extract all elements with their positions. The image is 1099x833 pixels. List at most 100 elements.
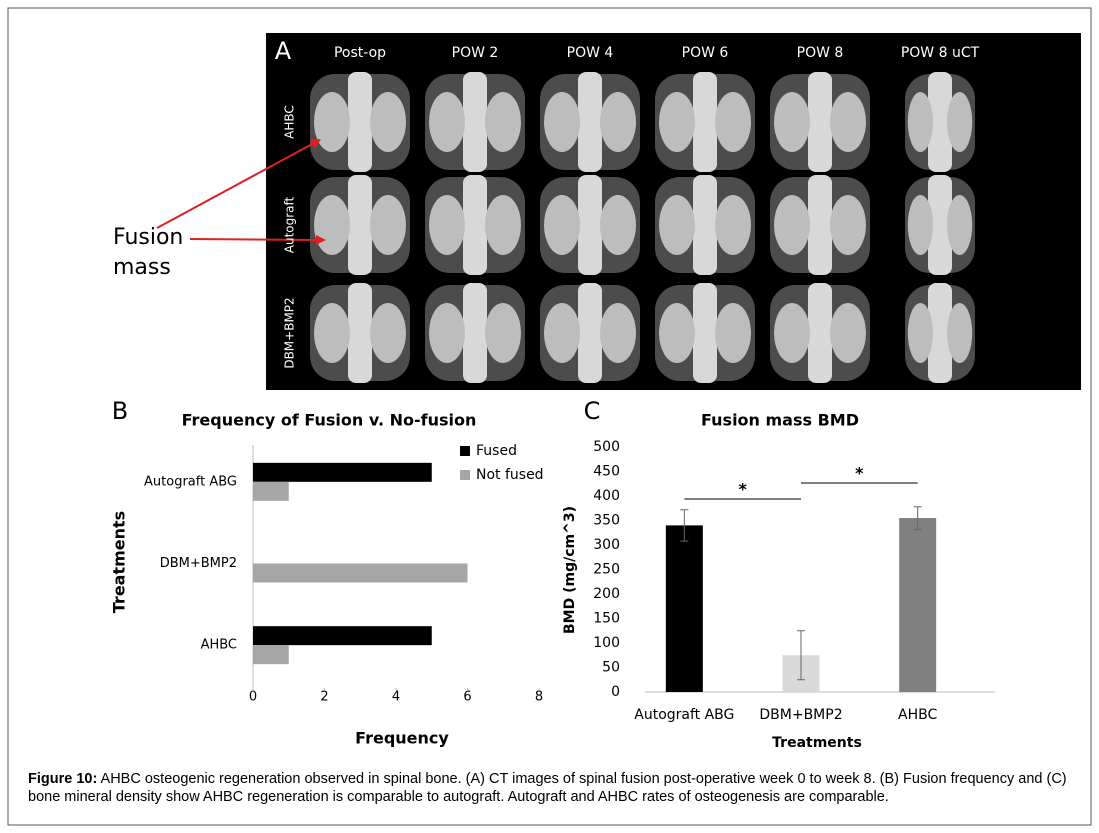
vertebra — [907, 303, 934, 363]
vertebra — [830, 92, 866, 152]
vertebra — [544, 195, 580, 255]
vertebra — [600, 195, 636, 255]
error-bar — [680, 509, 689, 542]
y-tick-label: 100 — [593, 635, 620, 651]
vertebra — [485, 195, 521, 255]
y-axis-label: BMD (mg/cm^3) — [562, 506, 578, 634]
bar — [665, 525, 703, 692]
spine — [578, 72, 602, 172]
error-bar — [797, 630, 805, 681]
vertebra — [774, 303, 810, 363]
vertebra — [907, 92, 934, 152]
annotation-line: mass — [113, 255, 171, 280]
y-axis-label: Treatments — [110, 511, 129, 613]
vertebra — [947, 92, 973, 152]
vertebra — [485, 92, 521, 152]
vertebra — [370, 195, 406, 255]
legend-swatch — [460, 446, 470, 456]
x-tick-label: 2 — [320, 690, 328, 705]
vertebra — [429, 195, 465, 255]
x-tick-label: 8 — [535, 690, 543, 705]
spine — [693, 72, 717, 172]
spine — [348, 283, 372, 383]
bar — [253, 481, 289, 501]
panel-label: A — [275, 37, 292, 65]
vertebra — [907, 195, 934, 255]
column-header: POW 6 — [682, 45, 729, 61]
y-tick-label: AHBC — [201, 638, 237, 653]
y-tick-label: DBM+BMP2 — [160, 556, 237, 571]
legend-label: Not fused — [476, 467, 544, 483]
row-label: AHBC — [283, 105, 297, 139]
vertebra — [947, 195, 973, 255]
panel-label: B — [112, 397, 128, 425]
ct-grid — [310, 72, 975, 383]
spine — [693, 175, 717, 275]
vertebra — [774, 195, 810, 255]
vertebra — [485, 303, 521, 363]
y-tick-label: 150 — [593, 611, 620, 627]
vertebra — [544, 303, 580, 363]
spine — [463, 175, 487, 275]
vertebra — [314, 92, 350, 152]
spine — [808, 283, 832, 383]
x-tick-label: 6 — [463, 690, 471, 705]
x-tick-label: 4 — [392, 690, 400, 705]
vertebra — [659, 92, 695, 152]
caption: Figure 10: AHBC osteogenic regeneration … — [28, 770, 1078, 806]
bar — [253, 563, 468, 583]
x-tick-label: AHBC — [898, 707, 937, 723]
y-tick-label: 500 — [593, 439, 620, 455]
vertebra — [600, 92, 636, 152]
arrow-head — [310, 139, 321, 149]
vertebra — [715, 303, 751, 363]
arrows — [156, 139, 326, 245]
column-header: POW 2 — [452, 45, 499, 61]
y-tick-label: 350 — [593, 513, 620, 529]
x-axis-label: Frequency — [355, 729, 449, 748]
vertebra — [314, 195, 350, 255]
vertebra — [429, 92, 465, 152]
y-tick-label: 0 — [611, 684, 620, 700]
significance-star: * — [855, 464, 864, 483]
figure-border — [7, 7, 1092, 826]
spine — [808, 72, 832, 172]
column-header: POW 4 — [567, 45, 614, 61]
spine — [928, 72, 952, 172]
y-tick-label: Autograft ABG — [144, 474, 237, 489]
spine — [348, 72, 372, 172]
vertebra — [830, 195, 866, 255]
y-tick-label: 50 — [602, 660, 620, 676]
spine — [348, 175, 372, 275]
error-bar — [913, 506, 922, 530]
caption-text: AHBC osteogenic regeneration observed in… — [28, 771, 1067, 805]
arrow-head — [316, 235, 326, 245]
arrow — [156, 142, 315, 229]
caption-label: Figure 10: — [28, 771, 98, 787]
chart-title: Frequency of Fusion v. No-fusion — [182, 411, 477, 430]
y-tick-label: 300 — [593, 537, 620, 553]
spine — [463, 72, 487, 172]
vertebra — [715, 92, 751, 152]
column-header: POW 8 — [797, 45, 844, 61]
row-label: DBM+BMP2 — [283, 297, 297, 368]
vertebra — [830, 303, 866, 363]
vertebra — [370, 92, 406, 152]
bar — [253, 462, 432, 482]
spine — [578, 175, 602, 275]
column-header: Post-op — [334, 45, 386, 61]
y-tick-label: 200 — [593, 586, 620, 602]
spine — [578, 283, 602, 383]
vertebra — [600, 303, 636, 363]
x-tick-label: DBM+BMP2 — [759, 707, 842, 723]
vertebra — [429, 303, 465, 363]
vertebra — [370, 303, 406, 363]
annotation-line: Fusion — [113, 225, 183, 250]
panel-label: C — [584, 397, 601, 425]
vertebra — [544, 92, 580, 152]
vertebra — [774, 92, 810, 152]
spine — [693, 283, 717, 383]
spine — [463, 283, 487, 383]
x-tick-label: Autograft ABG — [634, 707, 734, 723]
